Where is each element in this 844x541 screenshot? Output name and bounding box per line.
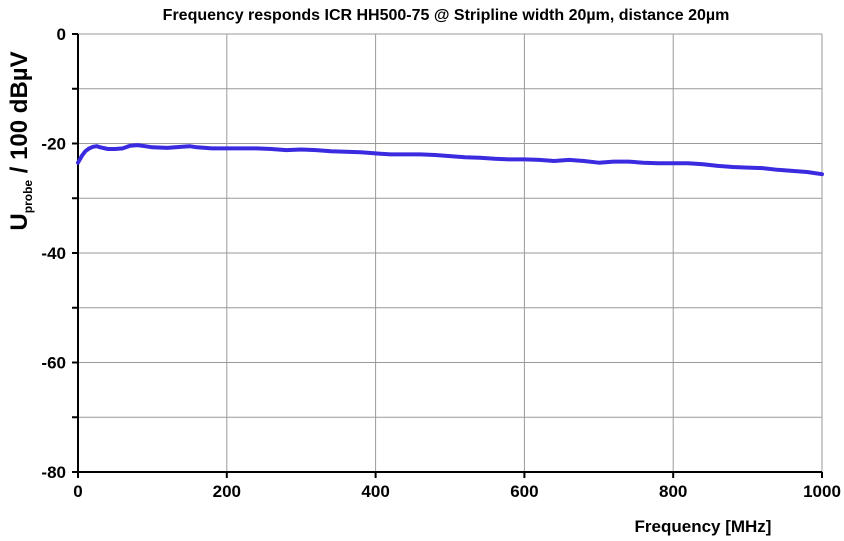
x-tick-label: 1000 — [803, 482, 841, 501]
x-tick-label: 600 — [510, 482, 538, 501]
chart-title: Frequency responds ICR HH500-75 @ Stripl… — [163, 7, 730, 24]
y-axis-label-rest: / 100 dBµV — [6, 51, 33, 180]
x-tick-label: 400 — [361, 482, 389, 501]
x-axis-label: Frequency [MHz] — [635, 517, 772, 536]
x-tick-label: 200 — [213, 482, 241, 501]
y-axis-label-main: U — [6, 213, 33, 230]
axes — [72, 33, 823, 478]
y-tick-label: -60 — [41, 354, 66, 373]
y-tick-label: -40 — [41, 244, 66, 263]
y-tick-label: 0 — [57, 25, 66, 44]
x-tick-labels: 0 200 400 600 800 1000 — [73, 482, 841, 501]
y-tick-label: -80 — [41, 463, 66, 482]
y-tick-label: -20 — [41, 135, 66, 154]
series-line — [76, 143, 824, 177]
grid-lines — [78, 33, 823, 472]
x-tick-label: 800 — [659, 482, 687, 501]
y-tick-labels: 0 -20 -40 -60 -80 — [41, 25, 66, 482]
series-group — [76, 143, 824, 177]
x-tick-label: 0 — [73, 482, 82, 501]
y-axis-label-subscript: probe — [21, 180, 35, 214]
y-axis-label: Uprobe / 100 dBµV — [6, 51, 35, 230]
